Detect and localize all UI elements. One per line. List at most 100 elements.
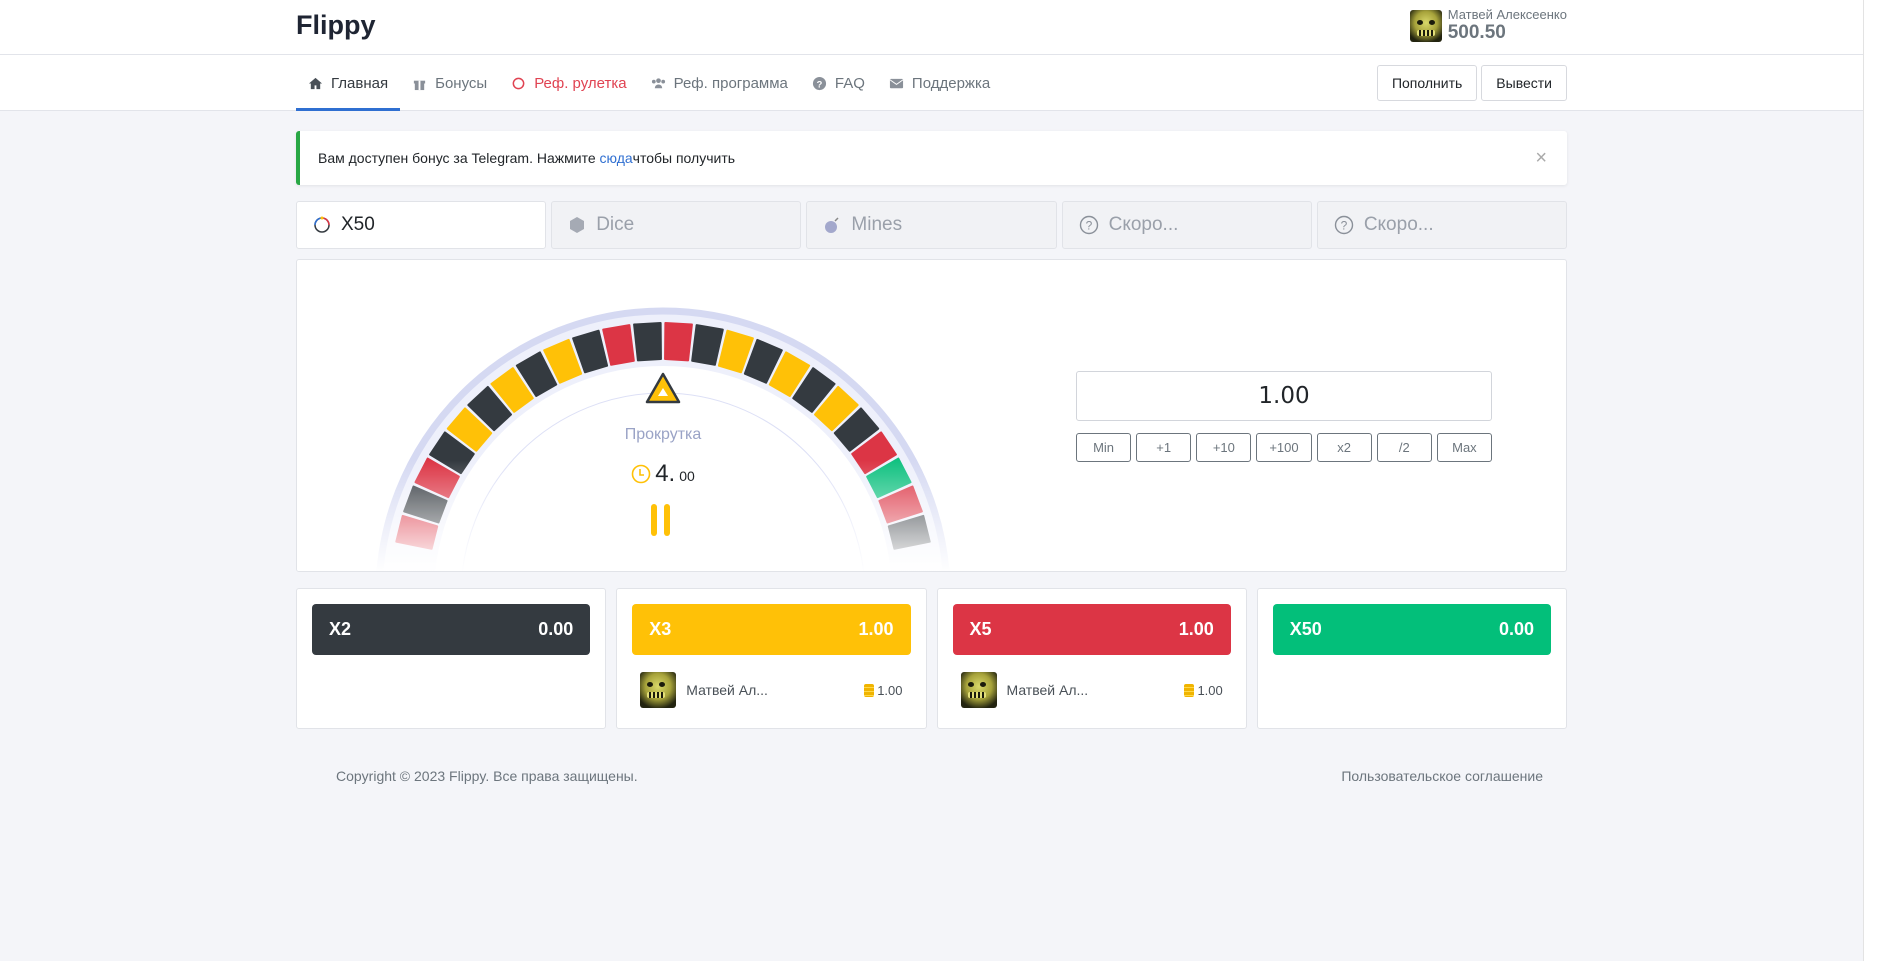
nav-ref-roulette[interactable]: Реф. рулетка [499,55,638,111]
logo[interactable]: Flippy [296,10,376,40]
ring-icon [512,77,525,89]
wheel-tile-yellow [717,329,754,374]
wheel-tile-black [515,351,558,397]
wheel-tile-black [833,407,880,452]
player-amount: 1.00 [877,682,903,698]
alert-text-end: чтобы получить [632,150,736,166]
nav-label: Главная [331,74,389,92]
wheel-tile-yellow [768,351,811,397]
copyright: Copyright © 2023 Flippy. Все права защищ… [336,768,638,784]
tab-label: X50 [341,214,375,235]
question-icon: ? [812,76,826,90]
bet-label: X2 [329,619,352,639]
nav-label: Поддержка [911,74,991,92]
bet-max-button[interactable]: Max [1436,433,1492,462]
roulette-wheel [297,307,1037,571]
bet-plus1-button[interactable]: +1 [1136,433,1192,462]
wheel-tile-black [572,329,609,374]
telegram-bonus-alert: Вам доступен бонус за Telegram. Нажмите … [296,131,1567,185]
withdraw-button[interactable]: Вывести [1481,65,1567,101]
game-panel: Прокрутка 4. 00 1.00 Min +1 +10 +100 x2 /… [296,259,1567,572]
svg-text:?: ? [1085,219,1092,233]
terms-link[interactable]: Пользовательское соглашение [1341,768,1543,784]
user-profile[interactable]: Матвей Алексеенко 500.50 [1409,7,1567,44]
wheel-tile-yellow [446,407,493,452]
question-circle-icon: ? [1079,215,1098,235]
scrollbar[interactable] [1863,0,1879,961]
bet-label: X5 [969,619,992,639]
tab-label: Dice [596,214,635,235]
bet-plus100-button[interactable]: +100 [1256,433,1312,462]
nav-bonuses[interactable]: Бонусы [400,55,499,111]
bet-total: 1.00 [858,619,894,639]
nav-faq[interactable]: ? FAQ [800,55,877,111]
countdown-timer: 4. 00 [567,460,759,488]
wheel-tile-yellow [814,385,859,432]
tab-coming-soon-1[interactable]: ? Скоро... [1061,201,1312,249]
timer-fraction: 00 [679,468,695,484]
nav-label: Бонусы [435,74,488,92]
wheel-tile-black [467,385,512,432]
wheel-tile-yellow [543,338,583,384]
nav-label: Реф. программа [673,74,788,92]
wheel-tile-black [792,367,836,413]
bet-cards: X2 0.00 X3 1.00 Матвей Ал... 1.00 X5 1.00 Ма… [296,588,1567,729]
nav-support[interactable]: Поддержка [877,55,1002,111]
bet-amount-input[interactable]: 1.00 [1076,371,1492,421]
wheel-tile-black [743,338,783,384]
svg-text:?: ? [817,79,823,89]
main-nav: Главная Бонусы Реф. рулетка Реф. програм… [0,55,1863,111]
bet-label: X3 [649,619,672,639]
close-icon[interactable]: × [1535,147,1547,169]
bet-min-button[interactable]: Min [1076,433,1132,462]
avatar [640,672,677,708]
avatar [1409,9,1442,42]
tab-mines[interactable]: Mines [806,201,1057,249]
tab-label: Скоро... [1108,214,1179,235]
gift-icon [413,80,426,90]
bet-label: X50 [1289,619,1322,639]
bet-double-button[interactable]: x2 [1316,433,1372,462]
spin-status: Прокрутка [624,426,702,443]
bet-card-x3: X3 1.00 Матвей Ал... 1.00 [616,588,927,729]
game-tabs: X50 Dice Mines ? Скоро... ? Скоро... [296,201,1568,249]
home-icon [308,77,323,89]
deposit-button[interactable]: Пополнить [1376,65,1478,101]
bomb-icon [825,217,839,233]
header: Flippy Матвей Алексеенко 500.50 [0,0,1863,55]
coins-icon [1184,683,1195,697]
player-bet: Матвей Ал... 1.00 [632,672,910,708]
bet-quick-buttons: Min +1 +10 +100 x2 /2 Max [1076,433,1492,462]
bet-half-button[interactable]: /2 [1376,433,1432,462]
tab-coming-soon-2[interactable]: ? Скоро... [1316,201,1568,249]
nav-label: Реф. рулетка [534,74,627,92]
bet-plus10-button[interactable]: +10 [1196,433,1252,462]
tab-label: Скоро... [1363,214,1434,235]
dice-icon [570,217,585,233]
question-circle-icon: ? [1334,215,1354,235]
wheel-tile-red [664,322,693,362]
bet-x2-button[interactable]: X2 0.00 [312,604,591,655]
tab-dice[interactable]: Dice [551,201,802,249]
bet-x3-button[interactable]: X3 1.00 [632,604,911,655]
nav-ref-program[interactable]: Реф. программа [639,55,800,111]
bet-x5-button[interactable]: X5 1.00 [952,604,1231,655]
roulette-icon [314,216,330,233]
player-amount: 1.00 [1197,682,1223,698]
bet-x50-button[interactable]: X50 0.00 [1272,604,1551,655]
alert-link[interactable]: сюда [599,150,633,166]
wheel-tile-black [633,322,662,362]
tab-x50[interactable]: X50 [296,201,547,249]
bet-card-x50: X50 0.00 [1256,588,1567,729]
player-name: Матвей Ал... [1006,682,1089,698]
user-name: Матвей Алексеенко [1447,7,1567,22]
user-balance: 500.50 [1447,22,1506,43]
bet-total: 0.00 [1498,619,1534,639]
avatar [960,672,997,708]
pause-icon [651,504,670,536]
wheel-tile-red [602,324,635,366]
bet-total: 1.00 [1178,619,1214,639]
nav-home[interactable]: Главная [296,55,401,111]
users-icon [651,77,665,88]
wheel-tile-yellow [490,367,534,413]
